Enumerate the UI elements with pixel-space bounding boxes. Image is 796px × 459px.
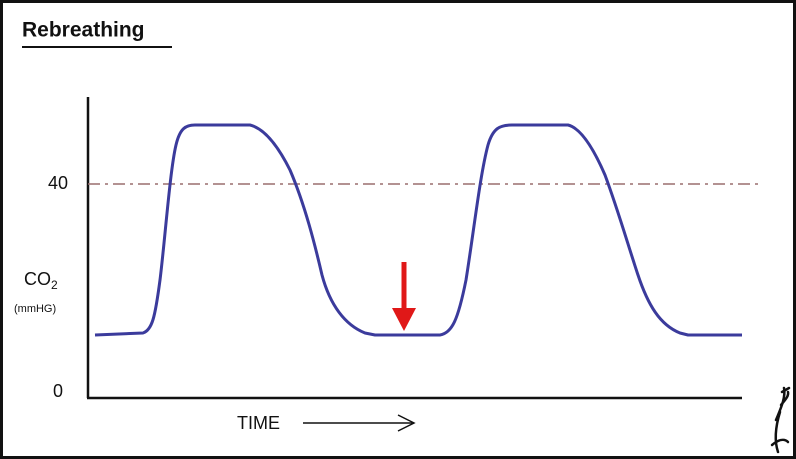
x-axis-label: TIME [237, 413, 280, 433]
signature [770, 386, 791, 454]
y-axis-label-main: CO [24, 269, 51, 289]
y-axis-label-sub: 2 [51, 278, 58, 292]
waveform [94, 123, 742, 337]
y-axis-label: CO2 [24, 269, 58, 292]
y-tick-label: 40 [48, 173, 68, 193]
title: Rebreathing [22, 19, 145, 42]
y-axis-unit: (mmHG) [14, 303, 56, 315]
y-tick-label: 0 [53, 381, 63, 401]
red-arrow-head [392, 308, 416, 331]
time-arrow-head [397, 414, 416, 432]
